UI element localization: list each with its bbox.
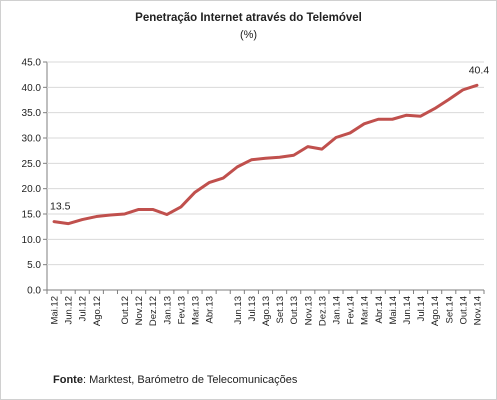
- x-tick-label: Ago.13: [261, 296, 272, 326]
- y-tick-label: 40.0: [22, 83, 42, 94]
- y-tick-label: 5.0: [27, 260, 41, 271]
- x-tick-label: Out.14: [458, 296, 469, 325]
- gridlines: [43, 61, 484, 291]
- x-tick-label: Nov.14: [472, 296, 483, 325]
- x-tick-label: Jun.14: [402, 296, 413, 325]
- x-tick-label: Abr.14: [374, 296, 385, 323]
- y-tick-label: 15.0: [22, 210, 42, 221]
- y-tick-label: 10.0: [22, 235, 42, 246]
- x-tick-label: Dez.13: [317, 296, 328, 326]
- x-tick-label: Set.13: [275, 296, 286, 323]
- chart-title: Penetração Internet através do Telemóvel: [135, 12, 362, 24]
- x-tick-label: Abr.13: [205, 296, 216, 323]
- y-tick-label: 0.0: [27, 286, 41, 297]
- x-tick-label: Fev.13: [176, 296, 187, 324]
- x-tick-label: Jul.13: [247, 296, 258, 321]
- data-label: 40.4: [469, 64, 490, 76]
- y-tick-label: 35.0: [22, 108, 42, 119]
- y-tick-label: 45.0: [22, 58, 42, 69]
- x-tick-label: Jun.12: [64, 296, 75, 325]
- x-tick-label: Jul.12: [78, 296, 89, 321]
- chart-subtitle: (%): [239, 29, 258, 41]
- y-tick-labels: 0.0 5.0 10.0 15.0 20.0 25.0 30.0 35.0 40.0 45.0: [22, 58, 42, 297]
- x-tick-label: Mai.12: [50, 296, 61, 325]
- x-tick-marks: [46, 290, 485, 294]
- y-tick-label: 20.0: [22, 184, 42, 195]
- x-tick-label: Jun.13: [233, 296, 244, 325]
- x-tick-label: Jan.14: [331, 296, 342, 325]
- data-label: 13.5: [50, 201, 71, 213]
- x-tick-label: Mar.13: [191, 296, 202, 325]
- x-tick-label: Nov.12: [134, 296, 145, 325]
- x-tick-label: Mai.14: [388, 296, 399, 325]
- data-labels: 13.5 40.4: [50, 64, 489, 212]
- y-tick-label: 25.0: [22, 159, 42, 170]
- x-tick-labels: Mai.12 Jun.12 Jul.12 Ago.12 Out.12 Nov.12 Dez.…: [50, 296, 484, 326]
- x-tick-label: Mar.14: [360, 296, 371, 325]
- source-separator: :: [82, 374, 90, 386]
- x-tick-label: Set.14: [444, 296, 455, 323]
- series-line: [52, 83, 479, 226]
- x-tick-label: Nov.13: [303, 296, 314, 325]
- x-tick-label: Ago.12: [92, 296, 103, 326]
- source-note: Fonte: Marktest, Barómetro de Telecomuni…: [53, 374, 297, 386]
- x-tick-label: Ago.14: [430, 296, 441, 326]
- x-tick-label: Out.13: [289, 296, 300, 325]
- x-tick-label: Dez.12: [148, 296, 159, 326]
- source-text: Marktest, Barómetro de Telecomunicações: [89, 374, 298, 386]
- x-tick-label: Fev.14: [346, 296, 357, 324]
- y-tick-label: 30.0: [22, 134, 42, 145]
- x-tick-label: Out.12: [120, 296, 131, 325]
- source-label: Fonte: [53, 374, 83, 386]
- x-tick-label: Jan.13: [162, 296, 173, 325]
- x-tick-label: Jul.14: [416, 296, 427, 321]
